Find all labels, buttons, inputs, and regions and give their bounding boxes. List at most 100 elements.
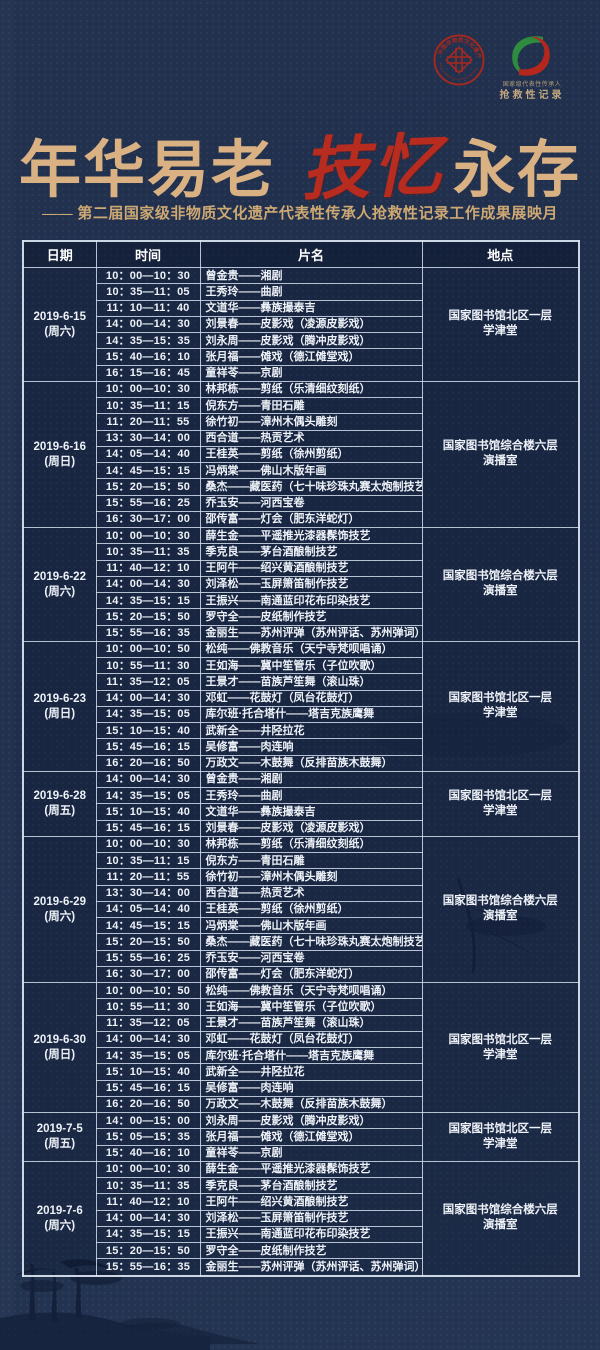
schedule-row: 13：30—14：00 西合道——热贡艺术 xyxy=(23,884,579,902)
time-cell: 11：40—12：10 xyxy=(95,559,201,577)
film-cell: 林邦栋——剪纸（乐清细纹刻纸） xyxy=(199,835,423,854)
time-cell: 15：20—15：50 xyxy=(95,933,201,951)
time-cell: 14：35—15：15 xyxy=(95,591,201,610)
schedule-row: 14：35—15：35 刘永周——皮影戏（腾冲皮影戏） xyxy=(23,331,579,350)
schedule-row: 2019-6-28 (周五) 14：00—14：30 曾金贵——湘剧 国家图书馆北区一层… xyxy=(22,770,580,837)
film-cell: 童祥苓——京剧 xyxy=(199,364,423,382)
schedule-row: 11：35—12：05 王景才——苗族芦笙舞（滚山珠） xyxy=(23,1014,579,1032)
location-cell: 国家图书馆北区一层 学津堂 xyxy=(421,982,580,1113)
time-cell: 11：20—11：55 xyxy=(95,413,201,431)
schedule-row: 14：35—15：05 库尔班·托合塔什——塔吉克族鹰舞 xyxy=(23,705,579,724)
film-cell: 金丽生——苏州评弹（苏州评话、苏州弹词） xyxy=(199,624,423,642)
weekday-text: (周日) xyxy=(44,1049,76,1061)
location-line: 国家图书馆综合楼六层 xyxy=(442,1204,558,1217)
date-text: 2019-6-28 xyxy=(33,790,86,803)
location-cell: 国家图书馆综合楼六层 演播室 xyxy=(421,1160,580,1277)
date-cell: 2019-6-30 (周日) xyxy=(22,982,97,1113)
film-cell: 季克良——茅台酒酿制技艺 xyxy=(199,543,423,561)
swirl-caption-line1: 国家级代表性传承人 xyxy=(502,82,562,88)
film-cell: 王景才——苗族芦笙舞（滚山珠） xyxy=(199,673,423,691)
time-cell: 16：30—17：00 xyxy=(95,965,201,984)
poster-title: 年华易老 技忆 永存 xyxy=(0,112,600,209)
schedule-row: 14：05—14：40 王桂英——剪纸（徐州剪纸） xyxy=(23,445,579,464)
time-cell: 16：30—17：00 xyxy=(95,510,201,529)
schedule-row: 14：00—14：30 刘泽松——玉屏箫笛制作技艺 xyxy=(23,1209,579,1227)
date-cell: 2019-7-6 (周六) xyxy=(22,1160,97,1277)
schedule-row: 14：00—14：30 邓虹——花鼓灯（凤台花鼓灯） xyxy=(23,689,579,707)
film-cell: 王振兴——南通蓝印花布印染技艺 xyxy=(199,1225,423,1244)
location-line: 国家图书馆北区一层 xyxy=(448,1122,553,1135)
film-cell: 邵传富——灯会（肥东洋蛇灯） xyxy=(199,510,423,529)
schedule-row: 10：55—11：30 王如海——冀中笙管乐（子位吹歌） xyxy=(23,998,579,1016)
column-header-1: 时间 xyxy=(95,240,201,268)
film-cell: 邓虹——花鼓灯（凤台花鼓灯） xyxy=(199,689,423,707)
title-part1: 年华易老 xyxy=(18,137,275,205)
time-cell: 10：00—10：30 xyxy=(95,1160,201,1179)
schedule-row: 14：00—14：30 邓虹——花鼓灯（凤台花鼓灯） xyxy=(23,1030,579,1049)
location-line: 国家图书馆北区一层 xyxy=(448,1033,553,1046)
film-cell: 刘景春——皮影戏（凌源皮影戏） xyxy=(199,819,423,837)
time-cell: 15：55—16：35 xyxy=(95,624,201,642)
schedule-row: 16：20—16：50 万政文——木鼓舞（反排苗族木鼓舞） xyxy=(23,754,579,772)
time-cell: 10：55—11：30 xyxy=(95,998,201,1016)
location-cell: 国家图书馆北区一层 学津堂 xyxy=(421,770,580,837)
time-cell: 14：00—14：30 xyxy=(95,689,201,707)
time-cell: 11：40—12：10 xyxy=(95,1193,201,1211)
film-cell: 王秀玲——曲剧 xyxy=(199,786,423,805)
schedule-row: 2019-7-6 (周六) 10：00—10：30 薛生金——平遥推光漆器髹饰技艺 国家… xyxy=(22,1160,580,1277)
column-header-2: 片名 xyxy=(199,240,423,268)
time-cell: 10：00—10：30 xyxy=(95,835,201,854)
rescue-record-swirl-logo xyxy=(512,36,550,76)
time-cell: 16：15—16：45 xyxy=(95,364,201,382)
column-header-0: 日期 xyxy=(22,240,97,268)
film-cell: 刘泽松——玉屏箫笛制作技艺 xyxy=(199,1209,423,1227)
location-line: 演播室 xyxy=(483,910,518,923)
film-cell: 王桂英——剪纸（徐州剪纸） xyxy=(199,900,423,919)
schedule-row: 2019-6-23 (周日) 10：00—10：50 松纯——佛教音乐（天宁寺梵呗唱诵… xyxy=(22,640,580,772)
schedule-row: 15：55—16：25 乔玉安——河西宝卷 xyxy=(23,494,579,512)
time-cell: 14：00—14：30 xyxy=(95,770,201,789)
time-cell: 11：35—12：05 xyxy=(95,673,201,691)
location-line: 国家图书馆综合楼六层 xyxy=(442,895,558,908)
film-cell: 桑杰——藏医药（七十味珍珠丸赛太炮制技艺） xyxy=(199,478,423,496)
time-cell: 16：20—16：50 xyxy=(95,754,201,772)
date-text: 2019-6-22 xyxy=(33,570,86,583)
location-line: 国家图书馆北区一层 xyxy=(448,310,553,323)
film-cell: 武新全——井陉拉花 xyxy=(199,721,423,740)
date-cell: 2019-6-22 (周六) xyxy=(22,527,97,642)
date-cell: 2019-6-29 (周六) xyxy=(22,835,97,984)
time-cell: 14：00—14：30 xyxy=(95,1030,201,1049)
location-line: 学津堂 xyxy=(483,804,518,817)
film-cell: 罗守全——皮纸制作技艺 xyxy=(199,608,423,626)
time-cell: 15：45—16：15 xyxy=(95,1079,201,1097)
time-cell: 16：20—16：50 xyxy=(95,1095,201,1114)
location-line: 学津堂 xyxy=(483,325,518,338)
time-cell: 15：45—16：15 xyxy=(95,819,201,837)
location-line: 演播室 xyxy=(483,1219,518,1232)
date-cell: 2019-6-15 (周六) xyxy=(22,267,97,382)
film-cell: 徐竹初——漳州木偶头雕刻 xyxy=(199,413,423,431)
film-cell: 王如海——冀中笙管乐（子位吹歌） xyxy=(199,656,423,675)
film-cell: 西合道——热贡艺术 xyxy=(199,429,423,447)
schedule-row: 15：20—15：50 桑杰——藏医药（七十味珍珠丸赛太炮制技艺） xyxy=(23,478,579,496)
china-ich-seal-logo: 中国非物质文化遗产 CHINA INTANGIBLE CULTURAL HERI… xyxy=(433,34,485,86)
time-cell: 10：35—11：35 xyxy=(95,1176,201,1195)
film-cell: 王阿牛——绍兴黄酒酿制技艺 xyxy=(199,1193,423,1211)
film-cell: 邵传富——灯会（肥东洋蛇灯） xyxy=(199,965,423,984)
time-cell: 14：00—14：30 xyxy=(95,1209,201,1227)
location-line: 国家图书馆北区一层 xyxy=(448,692,553,705)
film-cell: 邓虹——花鼓灯（凤台花鼓灯） xyxy=(199,1030,423,1049)
time-cell: 15：55—16：25 xyxy=(95,949,201,967)
film-cell: 王秀玲——曲剧 xyxy=(199,283,423,301)
time-cell: 14：45—15：15 xyxy=(95,916,201,935)
film-cell: 乔玉安——河西宝卷 xyxy=(199,949,423,967)
schedule-row: 15：40—16：10 童祥苓——京剧 xyxy=(23,1144,579,1162)
schedule-table: 日期 时间 片名 地点 2019-6-15 (周六) 10：00—10：30 曾金贵——湘剧… xyxy=(22,240,580,1277)
film-cell: 王阿牛——绍兴黄酒酿制技艺 xyxy=(199,559,423,577)
schedule-row: 15：45—16：15 吴修富——肉连响 xyxy=(23,1079,579,1097)
time-cell: 14：35—15：15 xyxy=(95,1225,201,1244)
film-cell: 库尔班·托合塔什——塔吉克族鹰舞 xyxy=(199,705,423,724)
title-part3: 永存 xyxy=(453,137,582,205)
date-cell: 2019-6-28 (周五) xyxy=(22,770,97,837)
time-cell: 11：10—11：40 xyxy=(95,299,201,317)
